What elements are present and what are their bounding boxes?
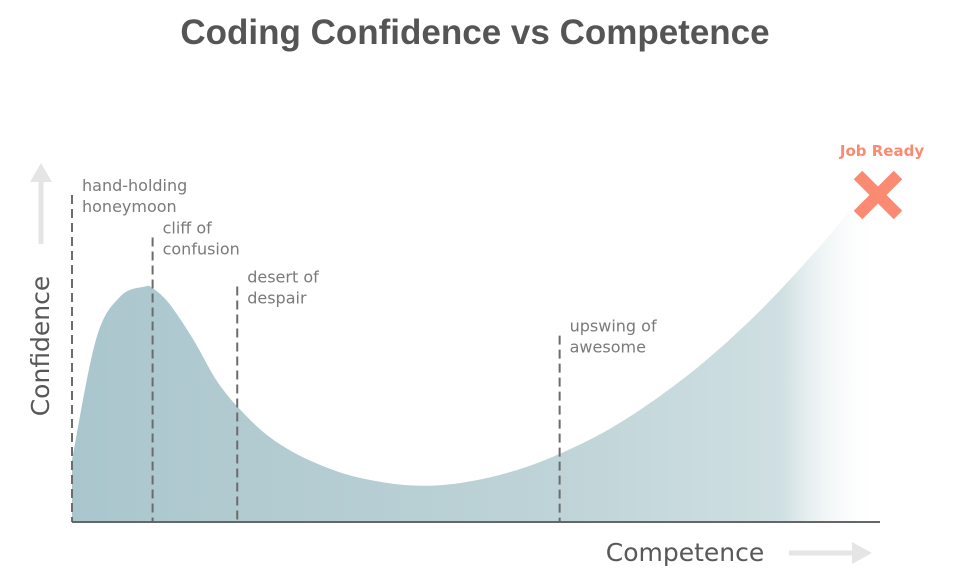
chart-title: Coding Confidence vs Competence bbox=[180, 13, 769, 52]
job-ready-label: Job Ready bbox=[839, 142, 924, 160]
y-axis-arrow-icon bbox=[30, 163, 52, 182]
x-stroke bbox=[853, 170, 903, 220]
stage-label: desert of despair bbox=[247, 268, 319, 308]
stage-label: cliff of confusion bbox=[163, 219, 240, 259]
job-ready-x-icon bbox=[853, 170, 903, 220]
confidence-area bbox=[72, 195, 878, 522]
stage-label: hand-holding honeymoon bbox=[82, 176, 187, 216]
y-axis-label: Confidence bbox=[26, 276, 55, 417]
x-axis-label: Competence bbox=[606, 538, 765, 567]
x-axis-arrow-icon bbox=[852, 542, 872, 564]
stage-label: upswing of awesome bbox=[570, 317, 657, 357]
